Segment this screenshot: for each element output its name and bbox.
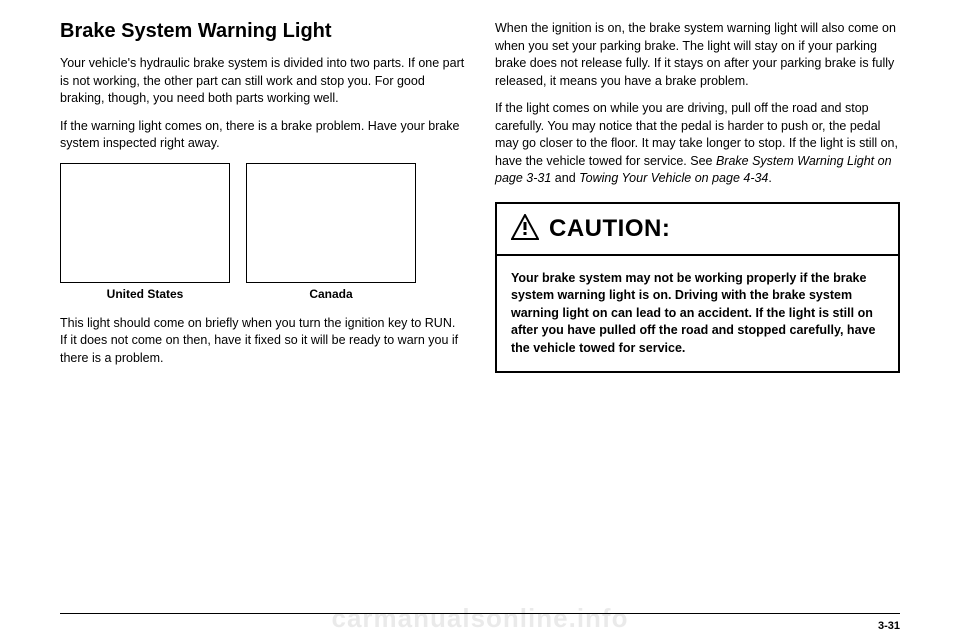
text-span: .	[768, 171, 771, 185]
image-captions-row: United States Canada	[60, 287, 465, 301]
paragraph: Your vehicle's hydraulic brake system is…	[60, 55, 465, 108]
footer-divider	[60, 613, 900, 614]
section-heading: Brake System Warning Light	[60, 20, 465, 43]
watermark-text: carmanualsonline.info	[0, 603, 960, 634]
page-number: 3-31	[878, 620, 900, 632]
caution-text: Your brake system may not be working pro…	[511, 270, 884, 358]
page-content: Brake System Warning Light Your vehicle'…	[60, 20, 900, 600]
left-column: Brake System Warning Light Your vehicle'…	[60, 20, 465, 600]
italic-ref: Towing Your Vehicle on page 4-34	[579, 171, 768, 185]
caution-label: CAUTION:	[549, 215, 670, 243]
caption-canada: Canada	[246, 287, 416, 301]
caption-us: United States	[60, 287, 230, 301]
paragraph: If the light comes on while you are driv…	[495, 100, 900, 188]
paragraph: This light should come on briefly when y…	[60, 315, 465, 368]
caution-header: CAUTION:	[497, 204, 898, 256]
paragraph: When the ignition is on, the brake syste…	[495, 20, 900, 90]
warning-light-us-image	[60, 163, 230, 283]
paragraph: If the warning light comes on, there is …	[60, 118, 465, 153]
right-column: When the ignition is on, the brake syste…	[495, 20, 900, 600]
caution-callout: CAUTION: Your brake system may not be wo…	[495, 202, 900, 374]
warning-light-canada-image	[246, 163, 416, 283]
text-span: and	[551, 171, 579, 185]
two-column-layout: Brake System Warning Light Your vehicle'…	[60, 20, 900, 600]
image-placeholders-row	[60, 163, 465, 283]
warning-triangle-icon	[511, 214, 539, 244]
caution-body: Your brake system may not be working pro…	[497, 256, 898, 372]
